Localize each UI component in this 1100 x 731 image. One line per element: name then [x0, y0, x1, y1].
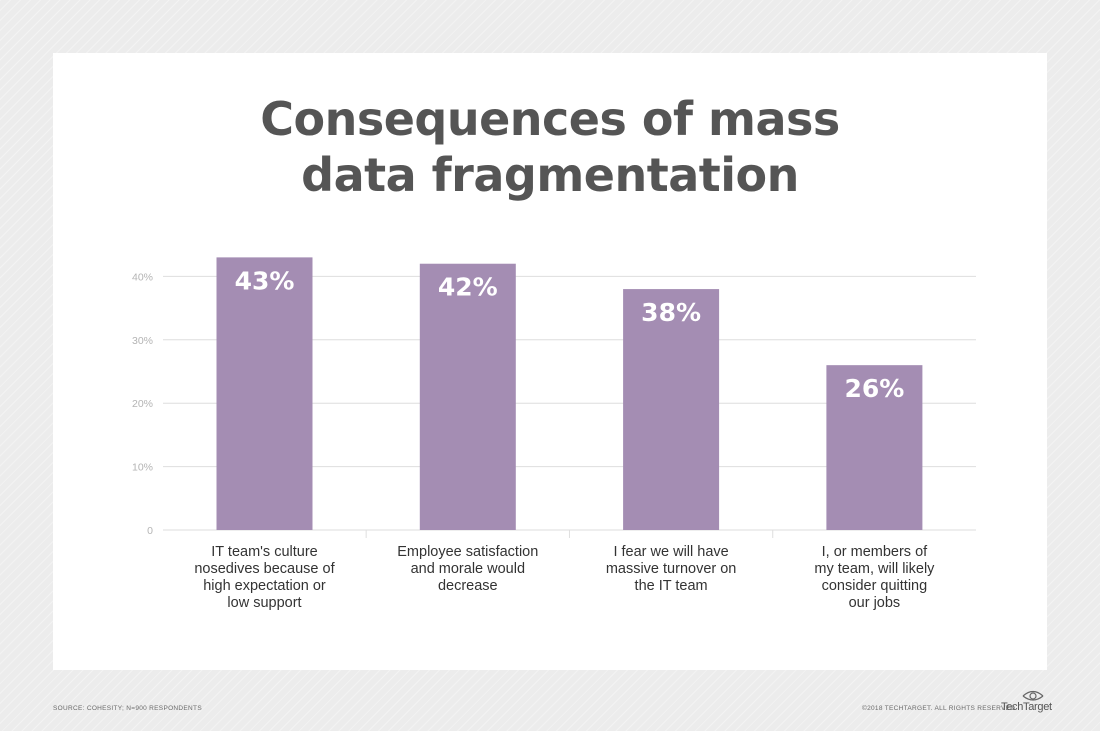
copyright-note: ©2018 TECHTARGET. ALL RIGHTS RESERVED — [862, 705, 1016, 712]
x-category-label: I, or members of — [822, 544, 929, 560]
y-tick-label: 40% — [132, 271, 153, 283]
x-category-label: IT team's culture — [211, 544, 317, 560]
eye-icon — [1022, 690, 1044, 701]
chart-card: Consequences of mass data fragmentation … — [53, 53, 1047, 670]
x-category-label: I fear we will have — [613, 544, 728, 560]
x-category-label: the IT team — [635, 578, 708, 594]
x-category-label: high expectation or — [203, 578, 326, 594]
bar-data-label: 43% — [235, 266, 295, 295]
x-category-label: massive turnover on — [606, 561, 737, 577]
bar-chart: 0 10% 20% 30% 40% 43% IT team's culturenosediv… — [132, 257, 976, 611]
x-category-label: consider quitting — [822, 578, 928, 594]
x-category-label: Employee satisfaction — [397, 544, 538, 560]
chart-title-line-1: Consequences of mass — [260, 92, 840, 146]
bar — [216, 257, 313, 530]
bar — [623, 289, 720, 530]
chart-title-line-2: data fragmentation — [301, 148, 799, 202]
chart-title: Consequences of mass data fragmentation — [53, 91, 1047, 203]
x-category-label: our jobs — [849, 595, 901, 611]
bar — [419, 263, 516, 530]
x-category-label: my team, will likely — [814, 561, 935, 577]
bar-data-label: 42% — [438, 273, 498, 302]
y-tick-label: 10% — [132, 462, 153, 474]
y-tick-label: 30% — [132, 335, 153, 347]
x-category-label: low support — [227, 595, 301, 611]
bar-data-label: 26% — [844, 374, 904, 403]
x-category-label: decrease — [438, 578, 498, 594]
source-note: SOURCE: COHESITY; N=900 RESPONDENTS — [53, 705, 202, 712]
x-category-label: and morale would — [411, 561, 525, 577]
bar — [826, 365, 923, 530]
bar-data-label: 38% — [641, 298, 701, 327]
x-category-label: nosedives because of — [194, 561, 335, 577]
y-tick-label: 20% — [132, 398, 153, 410]
logo-wordmark: TechTarget — [1001, 701, 1052, 713]
techtarget-logo: TechTarget — [1001, 688, 1052, 716]
y-tick-label: 0 — [147, 525, 153, 537]
